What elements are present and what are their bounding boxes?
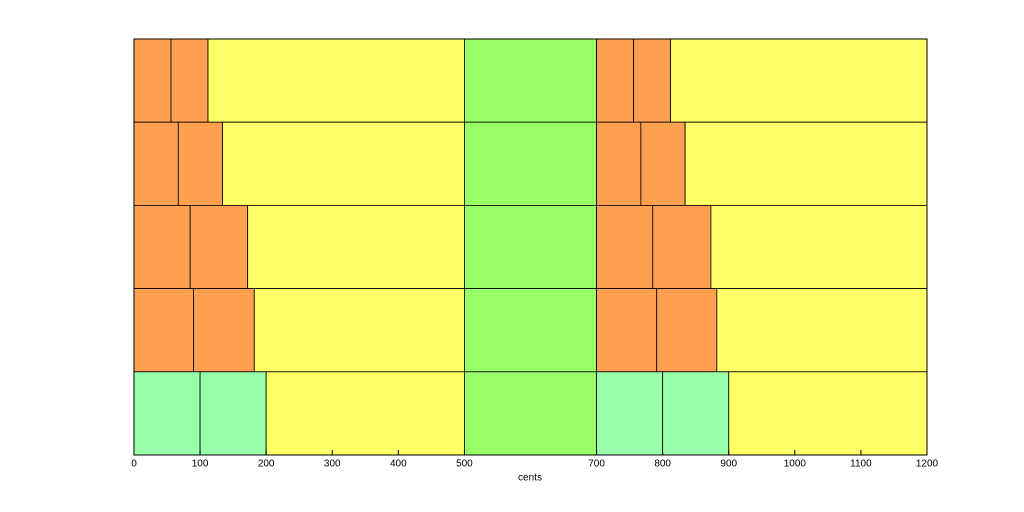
bar-segment [596,121,642,206]
bar-segment [596,204,654,289]
bar-segment [189,204,249,289]
bar-segment [464,204,597,289]
bar-segment [199,371,267,456]
x-tick-label: 200 [258,459,275,470]
bar-segment [133,121,179,206]
bar-segment [633,38,671,123]
bar-segment [222,121,465,206]
x-tick-label: 100 [192,459,209,470]
bar-segment [596,288,658,373]
bar-segment [207,38,465,123]
x-tick-label: 300 [324,459,341,470]
x-axis-label: cents [518,473,542,484]
bar-segment [133,288,194,373]
x-tick-label: 500 [456,459,473,470]
bar-segment [170,38,209,123]
plot-frame [133,38,928,456]
bar-segment [464,121,597,206]
bar-segment [656,288,718,373]
x-tick-label: 700 [588,459,605,470]
x-tick-label: 1200 [916,459,939,470]
bar-segment [133,371,201,456]
bar-segment [177,121,223,206]
bar-segment [193,288,255,373]
bar-segment [596,371,664,456]
x-tick-label: 400 [390,459,407,470]
bar-segment [728,371,928,456]
bar-segment [247,204,465,289]
bar-segment [710,204,928,289]
bar-segment [265,371,465,456]
bar-segment [716,288,928,373]
bar-segment [670,38,928,123]
bar-segment [133,204,191,289]
bar-segment [662,371,730,456]
x-tick-label: 0 [131,459,137,470]
bar-segment [464,371,597,456]
x-tick-label: 1100 [850,459,872,470]
bar-segment [133,38,172,123]
bar-segment [652,204,712,289]
x-tick-label: 800 [654,459,671,470]
bar-segment [640,121,686,206]
bar-segment [464,38,597,123]
bar-segment [596,38,634,123]
bar-segment [684,121,928,206]
bar-segment [464,288,597,373]
x-tick-label: 1000 [784,459,807,470]
bar-segment [253,288,465,373]
x-tick-label: 900 [720,459,737,470]
